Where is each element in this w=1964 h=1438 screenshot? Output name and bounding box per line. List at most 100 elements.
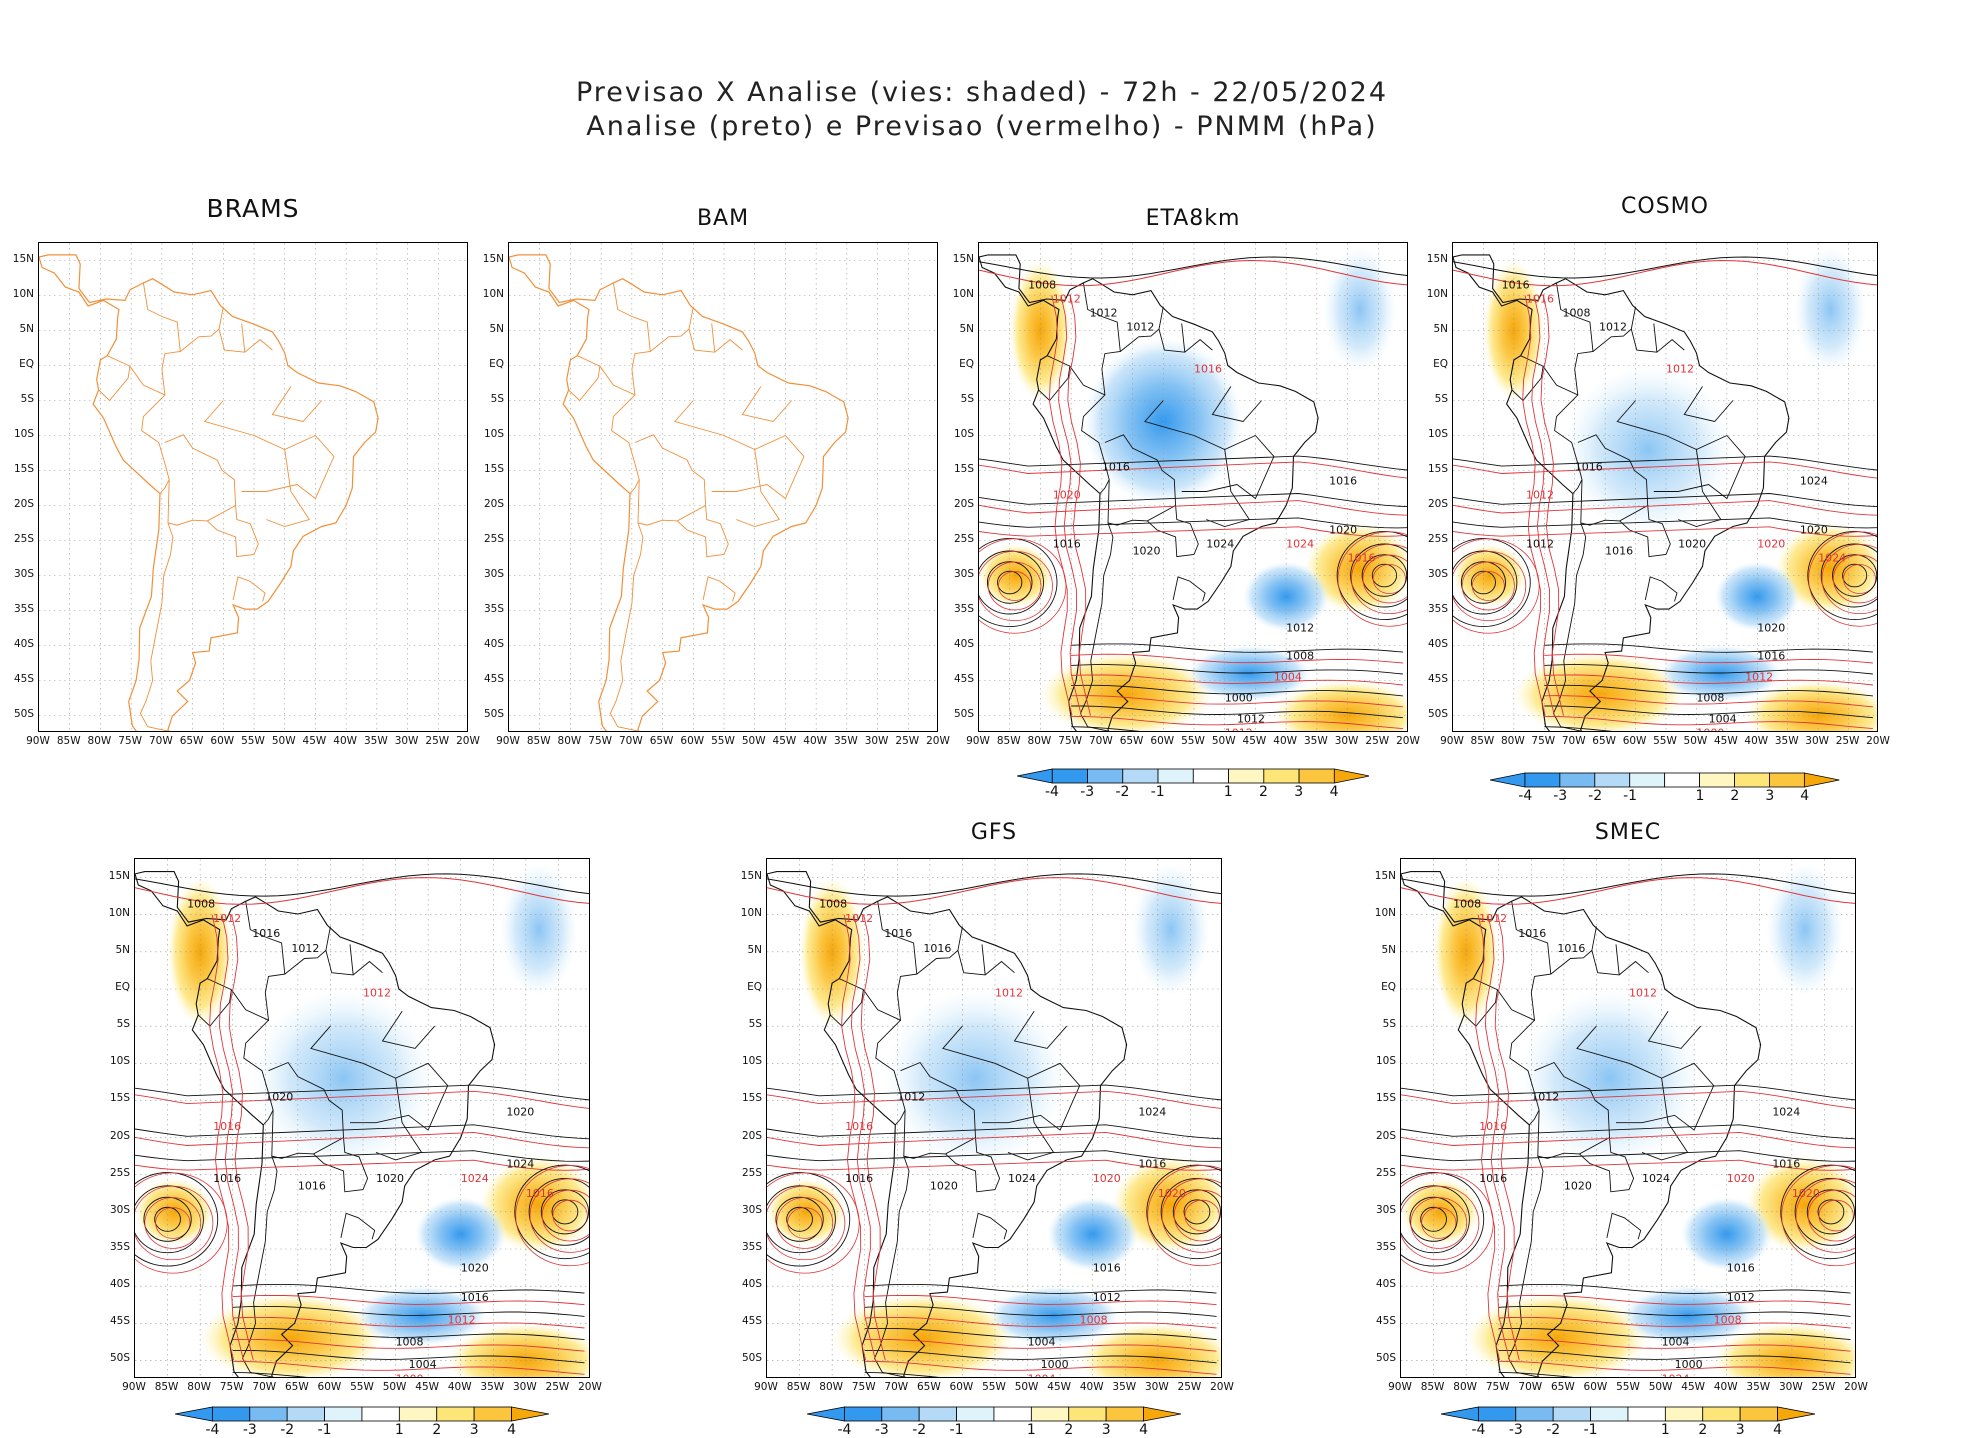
country-border [839, 901, 918, 1021]
isobar-label: 1012 [845, 912, 873, 925]
lat-tick-label: 40S [13, 637, 34, 650]
isobar-forecast [1498, 1316, 1851, 1329]
lat-tick-label: 30S [741, 1203, 762, 1216]
lat-tick-label: 15N [740, 869, 762, 882]
lat-tick-label: 5S [116, 1018, 130, 1031]
colorbar-swatch [1594, 772, 1631, 788]
lat-tick-label: 50S [953, 707, 974, 720]
lon-tick-label: 50W [382, 1381, 407, 1393]
lat-tick-label: 45S [109, 1315, 130, 1328]
lon-tick-label: 25W [545, 1381, 570, 1393]
isobar-label: 1016 [213, 1120, 241, 1133]
isobar-forecast-ring [1795, 1178, 1855, 1253]
lat-tick-label: 35S [1375, 1241, 1396, 1253]
isobar-label: 1020 [1792, 1187, 1820, 1200]
colorbar-tick-label: -1 [1623, 788, 1638, 804]
lon-tick-label: 75W [219, 1381, 244, 1393]
lon-tick-label: 50W [271, 735, 296, 747]
lon-tick-label: 70W [884, 1381, 909, 1393]
country-border [1146, 505, 1199, 558]
country-border [873, 1155, 910, 1377]
isobar-forecast-ring [1781, 1165, 1855, 1267]
isobar-analysis [1401, 1084, 1855, 1101]
country-border [736, 449, 781, 527]
isobar-forecast-ring [767, 1185, 846, 1261]
lat-tick-label: 15S [109, 1092, 130, 1105]
lat-tick-label: 20S [1375, 1129, 1396, 1142]
lat-tick-label: 30S [109, 1203, 130, 1216]
colorbar-tick-label: -2 [280, 1422, 295, 1438]
colorbar-tick-label: 4 [1800, 788, 1810, 804]
country-border [1081, 394, 1110, 494]
colorbar-swatch [1629, 772, 1666, 788]
lat-tick-label: 45S [483, 672, 504, 685]
lon-tick-label: 55W [241, 735, 265, 747]
isobar-forecast-ring [776, 1197, 834, 1249]
isobar-label: 1020 [1564, 1180, 1592, 1193]
lon-tick-label: 45W [302, 735, 327, 747]
isobar-forecast [1401, 1159, 1855, 1171]
colorbar-swatch [1739, 1406, 1778, 1422]
lat-tick-label: EQ [115, 981, 130, 993]
isobar-analysis [1401, 1150, 1855, 1162]
colorbar [1016, 768, 1370, 788]
isobar-analysis [1071, 643, 1403, 653]
isobar-label: 1008 [1563, 307, 1591, 320]
isobar-analysis-ring [1146, 1164, 1221, 1260]
country-border [1644, 576, 1678, 602]
coastline [39, 254, 379, 731]
colorbar-swatch [1559, 772, 1596, 788]
colorbar-tick-label: 2 [1064, 1422, 1074, 1438]
country-border [1616, 400, 1746, 500]
lon-tick-label: 35W [1774, 735, 1799, 747]
colorbar-swatch [1552, 1406, 1591, 1422]
country-border [916, 926, 963, 975]
map-frame: 1008 1012 1016 1016 1012 1012 1016 1016 1020 1024… [766, 858, 1222, 1378]
colorbar-tick-label: 3 [1294, 784, 1304, 800]
country-border [702, 576, 736, 602]
colorbar-swatch [361, 1406, 400, 1422]
lat-tick-label: 25S [483, 532, 504, 545]
lat-tick-label: 30S [953, 567, 974, 580]
isobar-label: 1024 [1662, 1373, 1690, 1378]
colorbar-tick-label: 1 [1026, 1422, 1036, 1438]
lat-tick-label: 10S [13, 427, 34, 440]
country-border [1592, 306, 1637, 352]
isobar-analysis [767, 1124, 1221, 1140]
colorbar-tick-label: 1 [1223, 784, 1233, 800]
isobar-label: 1004 [1028, 1373, 1056, 1378]
country-border [1591, 950, 1649, 976]
lon-tick-label: 30W [1144, 1381, 1169, 1393]
isobar-forecast-ring [1401, 1172, 1494, 1274]
lat-tick-label: 15N [12, 252, 34, 265]
lat-tick-label: 45S [1375, 1315, 1396, 1328]
colorbar-tick-label: -1 [1583, 1422, 1598, 1438]
isobar-label: 1000 [1225, 692, 1253, 705]
map-frame [508, 242, 938, 732]
lon-tick-label: 70W [148, 735, 173, 747]
isobar-analysis [232, 1349, 585, 1364]
country-border [611, 394, 640, 494]
colorbar-swatch [1298, 768, 1335, 784]
lon-tick-label: 70W [1561, 735, 1586, 747]
isobar-label: 1016 [1526, 293, 1554, 306]
colorbar-swatch [1122, 768, 1159, 784]
country-border [1181, 323, 1186, 353]
blob-positive-south [832, 1293, 1015, 1377]
lon-tick-label: 55W [350, 1381, 374, 1393]
isobar-label: 1004 [1028, 1336, 1056, 1349]
isobar-label: 1000 [1696, 727, 1724, 733]
lon-tick-label: 30W [1334, 735, 1359, 747]
lon-tick-label: 25W [1365, 735, 1390, 747]
country-border [107, 282, 181, 396]
isobar-analysis-ring [514, 1164, 589, 1260]
colorbar-swatch [1627, 1406, 1666, 1422]
lat-tick-label: 15S [1427, 462, 1448, 475]
lat-tick-label: 5N [1381, 943, 1396, 956]
isobar-forecast-ring [135, 1172, 228, 1274]
colorbar-arrow-low [174, 1406, 213, 1422]
isobar-analysis-ring [1183, 1199, 1211, 1225]
country-border [1104, 434, 1177, 526]
country-border [241, 1155, 278, 1377]
isobar-label: 1016 [1772, 1157, 1800, 1170]
